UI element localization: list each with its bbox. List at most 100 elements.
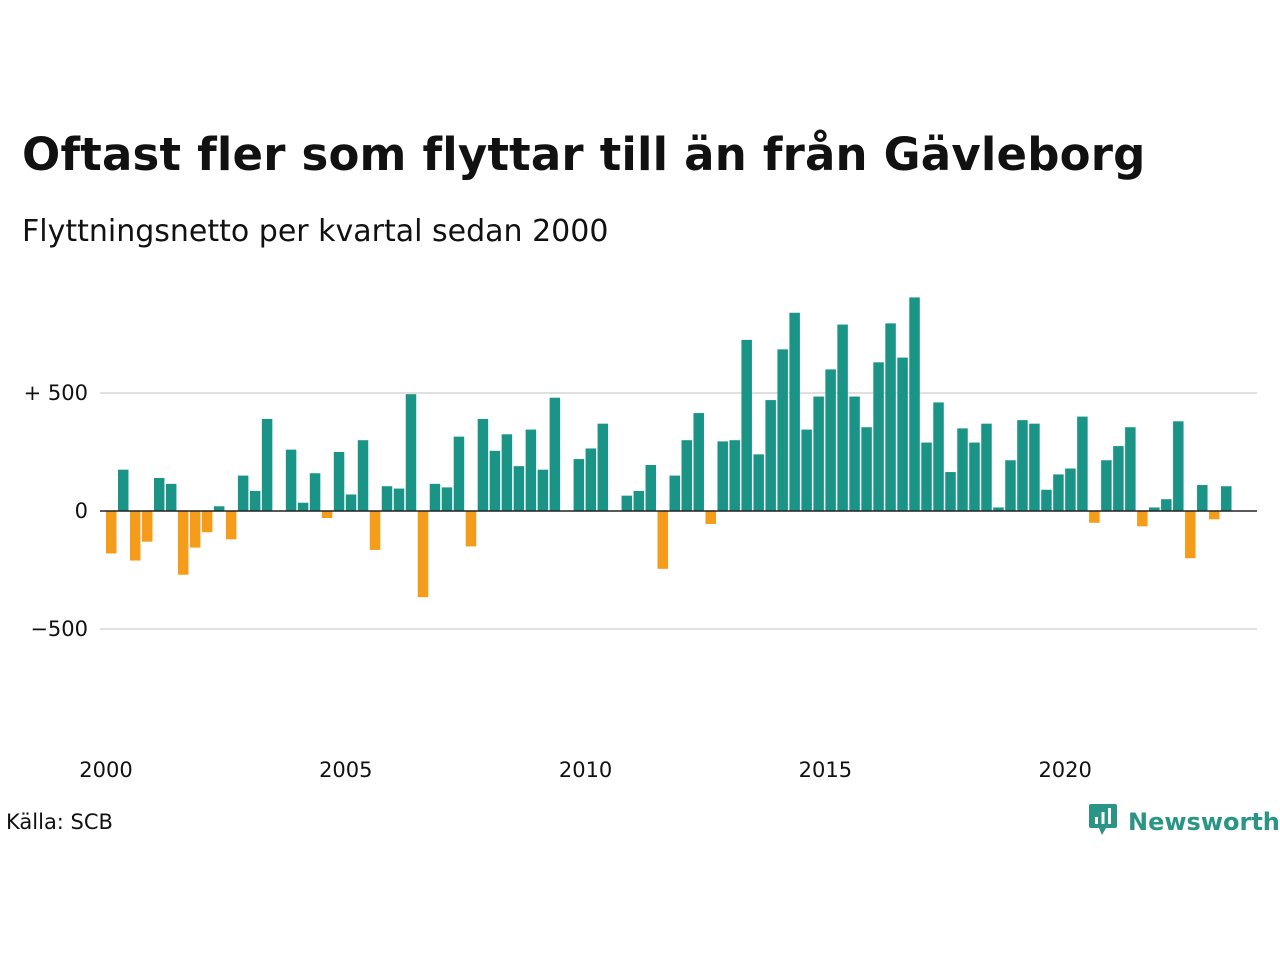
bar (1221, 486, 1232, 511)
bar-chart: + 500 0 −500 2000 2005 2010 2020 2015 (24, 297, 1257, 782)
bar (285, 449, 297, 511)
bar (957, 428, 968, 511)
bar (489, 450, 501, 511)
y-tick-label: 0 (75, 499, 88, 523)
bar (633, 490, 645, 511)
bar (597, 423, 609, 511)
bar (897, 357, 908, 511)
bar (873, 362, 884, 511)
bar (213, 506, 225, 511)
chart-title: Oftast fler som flyttar till än från Gäv… (22, 128, 1146, 181)
bar (1065, 468, 1076, 511)
x-axis-labels: 2000 2005 2010 2020 2015 (79, 758, 1092, 782)
bar (921, 442, 932, 511)
bar (621, 495, 633, 511)
bar (705, 511, 716, 524)
bar (909, 297, 920, 511)
bar (441, 487, 453, 511)
x-tick-label: 2005 (319, 758, 372, 782)
x-tick-label: 2010 (559, 758, 612, 782)
bar (429, 483, 441, 511)
bar (201, 511, 213, 533)
bar (537, 469, 549, 511)
bar (729, 440, 740, 511)
bar (585, 448, 597, 511)
bar (657, 511, 669, 569)
chart-subtitle: Flyttningsnetto per kvartal sedan 2000 (22, 214, 609, 249)
bar (1041, 489, 1052, 511)
bar (813, 396, 824, 511)
bar (1089, 511, 1100, 523)
bar (933, 402, 944, 511)
x-tick-label: 2020 (1038, 758, 1091, 782)
bar (513, 466, 525, 511)
grid-lines (100, 392, 1257, 630)
bar (345, 494, 357, 511)
bar (777, 349, 788, 511)
x-tick-label: 2000 (79, 758, 132, 782)
bar (225, 511, 237, 540)
bar (1185, 511, 1196, 559)
bar (825, 369, 836, 511)
bar (381, 486, 393, 511)
bar (549, 397, 561, 511)
bar (1161, 499, 1172, 511)
y-axis-labels: + 500 0 −500 (24, 381, 88, 641)
source-note: Källa: SCB (6, 810, 113, 834)
bar (801, 429, 812, 511)
bar (465, 511, 477, 547)
bar (849, 396, 860, 511)
bar (501, 434, 513, 511)
bar (1101, 460, 1112, 511)
bar (249, 490, 261, 511)
bar (357, 440, 369, 511)
bar (837, 324, 848, 511)
bar (141, 511, 153, 542)
bar (1197, 485, 1208, 511)
bar (753, 454, 764, 511)
bar (1149, 507, 1160, 511)
newsworthy-logo-icon (1088, 803, 1118, 841)
bar (261, 418, 273, 511)
bar (417, 511, 429, 598)
bar (309, 473, 321, 511)
bar (477, 418, 489, 511)
bar (117, 469, 129, 511)
bar (1017, 420, 1028, 511)
bar (153, 477, 165, 511)
bar (1125, 427, 1136, 511)
bar (741, 339, 752, 511)
bar (1113, 446, 1124, 511)
bar (177, 511, 189, 575)
brand-name: Newsworthy (1128, 808, 1280, 836)
bar (369, 511, 381, 550)
bar (106, 511, 117, 554)
bar (885, 323, 896, 511)
bar (1209, 511, 1220, 520)
bar (1053, 474, 1064, 511)
bar (1137, 511, 1148, 527)
bar (1029, 423, 1040, 511)
bar (321, 511, 333, 519)
bar (237, 475, 249, 511)
bar (717, 441, 728, 511)
bar (393, 488, 405, 511)
bar (129, 511, 141, 561)
bar (453, 436, 465, 511)
y-tick-label: −500 (30, 617, 88, 641)
bar (681, 440, 692, 511)
bar (333, 452, 345, 511)
bar (969, 442, 980, 511)
bar (693, 413, 704, 511)
bar (405, 394, 417, 511)
bar (669, 475, 680, 511)
bar (993, 507, 1004, 511)
bar (765, 400, 776, 511)
newsworthy-brand[interactable]: Newsworthy (1088, 803, 1280, 841)
bar (1077, 416, 1088, 511)
y-tick-label: + 500 (24, 381, 88, 405)
bar (1005, 460, 1016, 511)
bar (189, 511, 201, 548)
bar (861, 427, 872, 511)
bar (573, 459, 585, 511)
